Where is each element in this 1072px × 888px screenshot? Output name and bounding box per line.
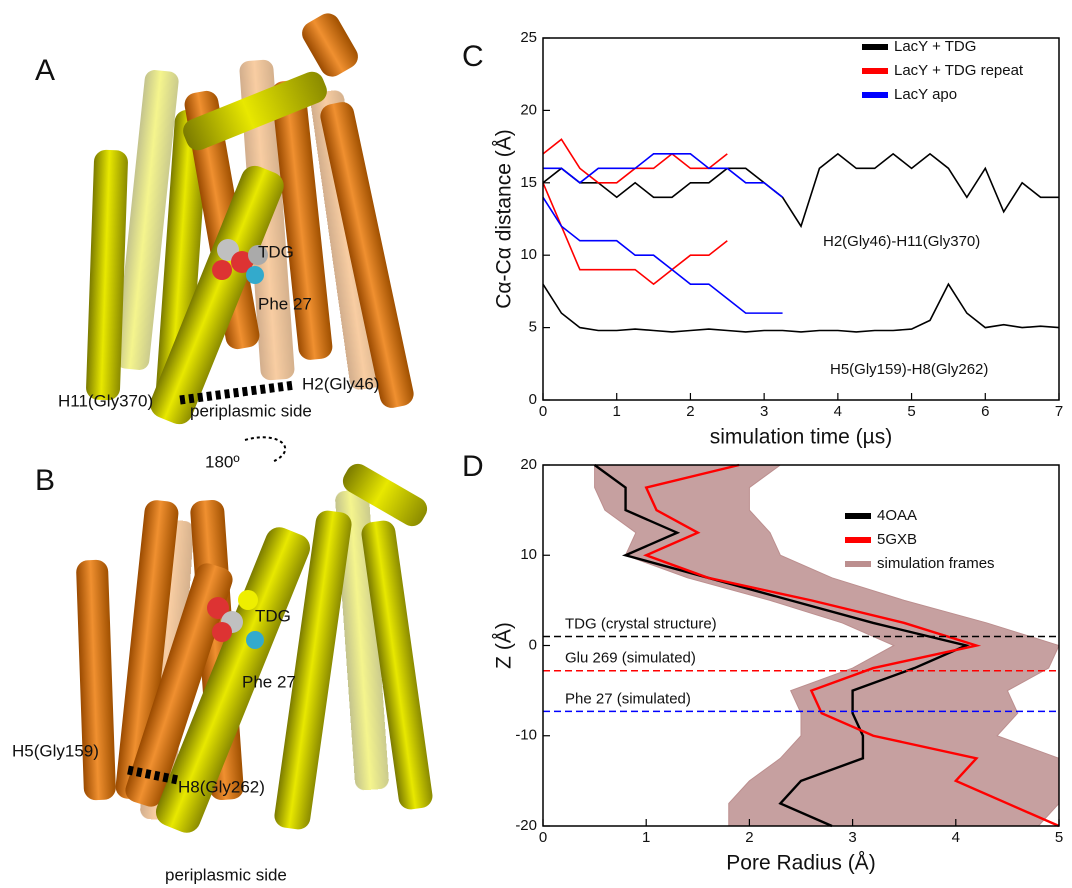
legend-label: LacY + TDG	[894, 38, 976, 55]
annotation: H2(Gly46)-H11(Gly370)	[823, 233, 980, 250]
figure: A TDG Phe 27 H11(Gly370) H2(Gly46) perip…	[0, 0, 1072, 888]
structure-label: TDG	[258, 242, 294, 261]
structure-label: periplasmic side	[190, 401, 312, 420]
panel-letter: C	[462, 40, 484, 73]
reference-label: Phe 27 (simulated)	[565, 690, 691, 707]
structure-label: H11(Gly370)	[58, 391, 153, 410]
y-tick-label: 25	[520, 29, 537, 46]
x-tick-label: 0	[539, 403, 547, 420]
legend-label: LacY + TDG repeat	[894, 62, 1024, 79]
x-tick-label: 1	[613, 403, 621, 420]
x-tick-label: 1	[642, 829, 650, 846]
y-tick-label: -20	[515, 817, 537, 834]
structure-label: 180º	[205, 452, 240, 471]
legend-label: LacY apo	[894, 86, 957, 103]
y-tick-label: -10	[515, 727, 537, 744]
data-line	[543, 197, 783, 313]
structure-label: Phe 27	[242, 672, 296, 691]
x-tick-label: 4	[834, 403, 842, 420]
page: {"panels": { "A": {"letter": "A", "label…	[0, 0, 1072, 888]
annotation: H5(Gly159)-H8(Gly262)	[830, 361, 988, 378]
plot-frame	[543, 38, 1059, 400]
x-tick-label: 3	[848, 829, 856, 846]
x-axis-label: Pore Radius (Å)	[726, 852, 875, 875]
y-tick-label: 10	[520, 546, 537, 563]
y-tick-label: 20	[520, 456, 537, 473]
y-tick-label: 15	[520, 174, 537, 191]
y-axis-label: Cα-Cα distance (Å)	[493, 129, 516, 308]
x-tick-label: 4	[952, 829, 960, 846]
panel-letter: B	[35, 464, 55, 497]
x-tick-label: 6	[981, 403, 989, 420]
x-tick-label: 3	[760, 403, 768, 420]
y-tick-label: 10	[520, 246, 537, 263]
x-tick-label: 2	[686, 403, 694, 420]
structure-label: TDG	[255, 606, 291, 625]
y-tick-label: 0	[529, 636, 537, 653]
reference-label: Glu 269 (simulated)	[565, 650, 696, 667]
legend-label: 5GXB	[877, 531, 917, 548]
legend-label: simulation frames	[877, 555, 995, 572]
data-line	[543, 284, 1059, 332]
reference-label: TDG (crystal structure)	[565, 615, 717, 632]
structure-label: H8(Gly262)	[178, 777, 265, 796]
legend-label: 4OAA	[877, 507, 917, 524]
structure-label: H5(Gly159)	[12, 741, 99, 760]
y-tick-label: 20	[520, 101, 537, 118]
x-tick-label: 7	[1055, 403, 1063, 420]
data-line	[543, 154, 1059, 226]
panel-letter: A	[35, 54, 55, 87]
structure-label: Phe 27	[258, 294, 312, 313]
x-tick-label: 2	[745, 829, 753, 846]
y-tick-label: 0	[529, 391, 537, 408]
x-tick-label: 0	[539, 829, 547, 846]
structure-label: H2(Gly46)	[302, 374, 379, 393]
x-tick-label: 5	[1055, 829, 1063, 846]
y-axis-label: Z (Å)	[493, 622, 516, 669]
panel-letter: D	[462, 450, 484, 483]
y-tick-label: 5	[529, 319, 537, 336]
x-tick-label: 5	[907, 403, 915, 420]
x-axis-label: simulation time (µs)	[710, 426, 892, 449]
structure-label: periplasmic side	[165, 865, 287, 884]
